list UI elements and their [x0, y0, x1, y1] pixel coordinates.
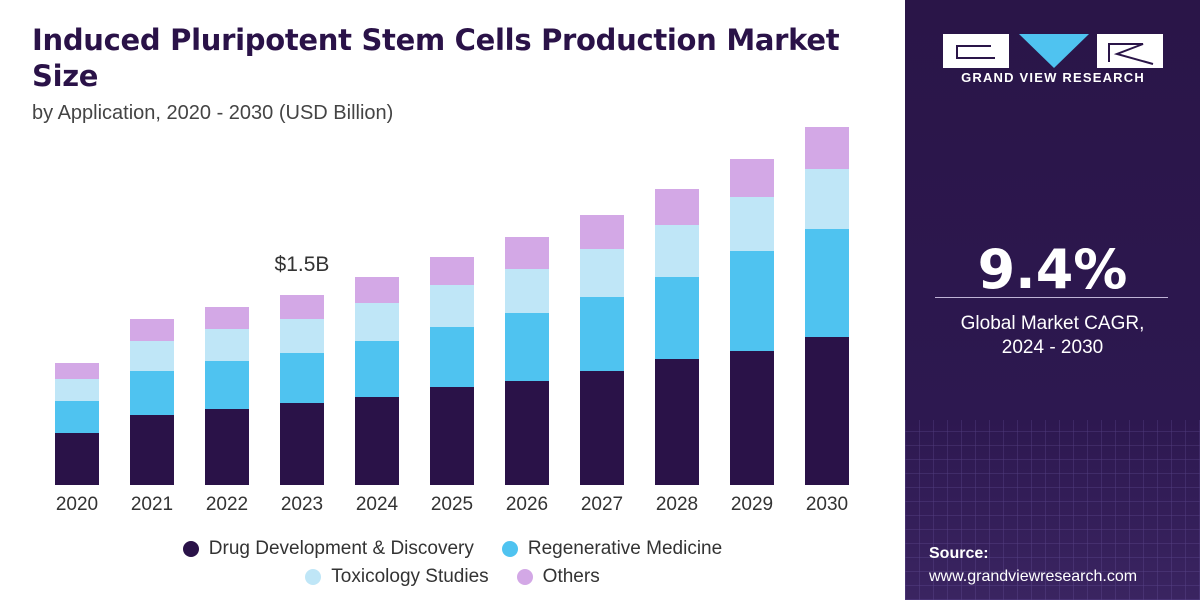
bar-segment-2030-others [805, 127, 849, 169]
legend-item-drug-development: Drug Development & Discovery [182, 538, 474, 560]
bars-group [55, 127, 849, 485]
bar-segment-2020-toxicology-studies [55, 379, 99, 401]
bar-segment-2021-toxicology-studies [130, 341, 174, 371]
info-sidebar: GRAND VIEW RESEARCH 9.4% Global Market C… [905, 0, 1200, 600]
bar-segment-2023-toxicology-studies [280, 319, 324, 353]
chart-subtitle: by Application, 2020 - 2030 (USD Billion… [32, 102, 394, 124]
bar-segment-2030-toxicology-studies [805, 169, 849, 229]
bar-segment-2028-drug-development-discovery [655, 359, 699, 485]
bar-segment-2025-toxicology-studies [430, 285, 474, 327]
x-tick-label: 2026 [506, 494, 548, 515]
legend-swatch [305, 569, 322, 585]
bar-segment-2025-regenerative-medicine [430, 327, 474, 387]
legend-label: Toxicology Studies [331, 566, 489, 587]
grand-view-research-logo [943, 34, 1163, 68]
x-tick-label: 2022 [206, 494, 248, 515]
legend-label: Drug Development & Discovery [208, 538, 474, 559]
legend-swatch [182, 541, 199, 557]
x-tick-label: 2020 [56, 494, 98, 515]
bar-segment-2022-drug-development-discovery [205, 409, 249, 485]
x-tick-label: 2021 [131, 494, 173, 515]
x-tick-label: 2025 [431, 494, 473, 515]
bar-segment-2022-toxicology-studies [205, 329, 249, 361]
chart-legend: Drug Development & Discovery Regenerativ… [0, 535, 905, 591]
bar-segment-2023-others [280, 295, 324, 319]
bar-segment-2021-drug-development-discovery [130, 415, 174, 485]
bar-segment-2021-others [130, 319, 174, 341]
divider [935, 297, 1168, 298]
bar-segment-2023-regenerative-medicine [280, 353, 324, 403]
legend-item-toxicology-studies: Toxicology Studies [305, 566, 489, 588]
bar-segment-2027-others [580, 215, 624, 249]
bar-segment-2026-toxicology-studies [505, 269, 549, 313]
bar-segment-2030-drug-development-discovery [805, 337, 849, 485]
bar-segment-2027-regenerative-medicine [580, 297, 624, 371]
bar-segment-2023-drug-development-discovery [280, 403, 324, 485]
bar-segment-2027-toxicology-studies [580, 249, 624, 297]
bar-segment-2029-regenerative-medicine [730, 251, 774, 351]
bar-segment-2024-regenerative-medicine [355, 341, 399, 397]
bar-segment-2024-others [355, 277, 399, 303]
x-tick-label: 2023 [281, 494, 323, 515]
bar-segment-2026-others [505, 237, 549, 269]
bar-segment-2020-regenerative-medicine [55, 401, 99, 433]
bar-segment-2028-toxicology-studies [655, 225, 699, 277]
bar-segment-2026-drug-development-discovery [505, 381, 549, 485]
cagr-value: 9.4% [977, 238, 1128, 301]
bar-segment-2024-toxicology-studies [355, 303, 399, 341]
cagr-label-line1: Global Market CAGR, [960, 313, 1145, 334]
bar-segment-2022-regenerative-medicine [205, 361, 249, 409]
bar-segment-2025-drug-development-discovery [430, 387, 474, 485]
bar-segment-2030-regenerative-medicine [805, 229, 849, 337]
legend-label: Regenerative Medicine [527, 538, 723, 559]
bar-segment-2021-regenerative-medicine [130, 371, 174, 415]
bar-segment-2022-others [205, 307, 249, 329]
x-tick-label: 2027 [581, 494, 623, 515]
legend-label: Others [542, 566, 600, 587]
cagr-label-line2: 2024 - 2030 [1001, 337, 1104, 358]
x-tick-label: 2028 [656, 494, 698, 515]
logo-wordmark: GRAND VIEW RESEARCH [961, 70, 1145, 85]
chart-panel: Induced Pluripotent Stem Cells Productio… [0, 23, 905, 591]
value-annotation: $1.5B [275, 253, 330, 276]
bar-chart: 2020 2021 2022 2023 2024 2025 2026 2027 2028 2029… [55, 127, 849, 515]
legend-item-others: Others [516, 566, 600, 588]
bar-segment-2025-others [430, 257, 474, 285]
x-tick-label: 2024 [356, 494, 399, 515]
bar-segment-2029-drug-development-discovery [730, 351, 774, 485]
legend-item-regenerative-medicine: Regenerative Medicine [501, 538, 723, 560]
cagr-label: Global Market CAGR, 2024 - 2030 [905, 312, 1200, 360]
bar-segment-2020-drug-development-discovery [55, 433, 99, 485]
x-tick-label: 2030 [806, 494, 848, 515]
bar-segment-2027-drug-development-discovery [580, 371, 624, 485]
bar-segment-2020-others [55, 363, 99, 379]
x-tick-label: 2029 [731, 494, 773, 515]
chart-title: Induced Pluripotent Stem Cells Productio… [32, 23, 840, 93]
bar-segment-2024-drug-development-discovery [355, 397, 399, 485]
bar-segment-2026-regenerative-medicine [505, 313, 549, 381]
legend-swatch [516, 569, 533, 585]
annotations-group: $1.5B [275, 253, 330, 276]
source-url[interactable]: www.grandviewresearch.com [929, 568, 1138, 585]
source-label: Source: [929, 545, 989, 562]
decorative-grid [905, 420, 1200, 600]
bar-segment-2029-others [730, 159, 774, 197]
x-axis-labels: 2020 2021 2022 2023 2024 2025 2026 2027 2028 2029… [56, 494, 848, 515]
bar-segment-2028-regenerative-medicine [655, 277, 699, 359]
bar-segment-2029-toxicology-studies [730, 197, 774, 251]
legend-swatch [501, 541, 518, 557]
bar-segment-2028-others [655, 189, 699, 225]
